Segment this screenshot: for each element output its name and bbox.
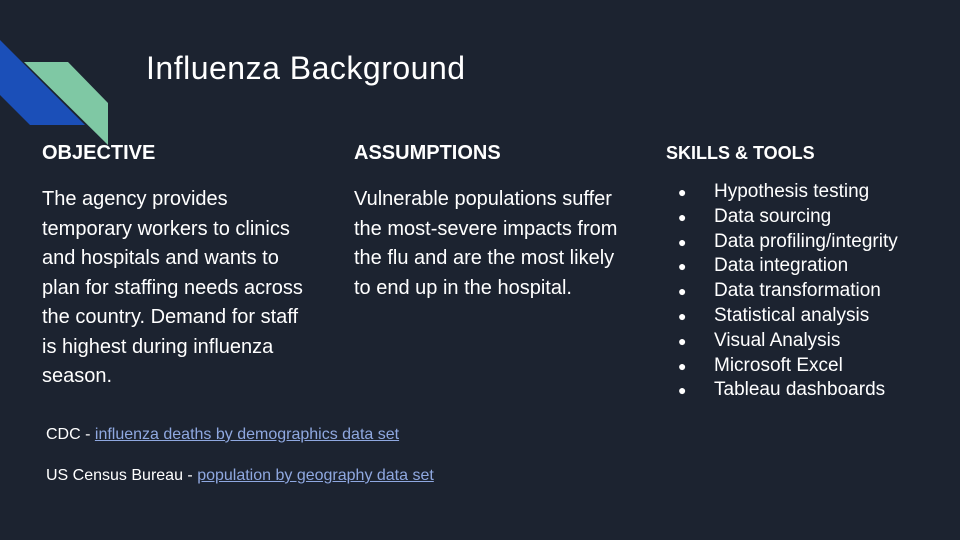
skill-label: Tableau dashboards [714,379,886,401]
skill-label: Hypothesis testing [714,181,870,202]
assumptions-column: ASSUMPTIONS Vulnerable populations suffe… [354,142,629,303]
green-stripe-shape [24,62,108,145]
skill-label: Data profiling/integrity [714,230,898,252]
skill-label: Microsoft Excel [714,354,843,376]
bullet-icon: ● [678,283,687,300]
corner-chevron-decoration [0,40,108,145]
assumptions-text: Vulnerable populations suffer the most-s… [354,188,618,299]
skill-item: ● Microsoft Excel [666,354,956,379]
census-dataset-link[interactable]: population by geography data set [197,467,434,484]
skills-column: SKILLS & TOOLS ● Hypothesis testing ● Data… [666,143,956,403]
skill-label: Visual Analysis [714,329,841,351]
skill-item: ● Data profiling/integrity [666,230,956,255]
source-org: CDC - [46,426,95,443]
skill-item: ● Statistical analysis [666,304,956,329]
objective-column: OBJECTIVE The agency provides temporary … [42,142,312,392]
slide-title: Influenza Background [146,50,466,86]
cdc-dataset-link[interactable]: influenza deaths by demographics data se… [94,426,400,443]
skill-item: ● Tableau dashboards [666,378,956,403]
assumptions-heading: ASSUMPTIONS [354,142,501,164]
skills-heading: SKILLS & TOOLS [666,143,815,163]
skills-list: ● Hypothesis testing ● Data sourcing ● Data… [666,180,956,403]
bullet-icon: ● [678,258,687,275]
skill-item: ● Data transformation [666,279,956,304]
skill-item: ● Data integration [666,254,956,279]
objective-heading: OBJECTIVE [42,142,156,164]
bullet-icon: ● [678,184,687,200]
skill-label: Statistical analysis [714,304,870,326]
objective-text: The agency provides temporary workers to… [42,188,303,387]
skill-label: Data integration [714,255,849,277]
bullet-icon: ● [678,208,687,225]
bullet-icon: ● [678,382,687,399]
source-org: US Census Bureau - [46,467,198,484]
bullet-icon: ● [678,233,687,250]
blue-stripe-shape [0,40,85,125]
skill-label: Data sourcing [714,205,832,227]
skill-item: ● Hypothesis testing [666,180,956,205]
bullet-icon: ● [678,357,687,374]
skill-item: ● Visual Analysis [666,329,956,354]
skill-item: ● Data sourcing [666,205,956,230]
source-census: US Census Bureau - population by geograp… [46,466,434,486]
source-cdc: CDC - influenza deaths by demographics d… [46,425,434,445]
bullet-icon: ● [678,307,687,324]
bullet-icon: ● [678,332,687,349]
skill-label: Data transformation [714,280,881,302]
sources-section: CDC - influenza deaths by demographics d… [46,425,434,507]
